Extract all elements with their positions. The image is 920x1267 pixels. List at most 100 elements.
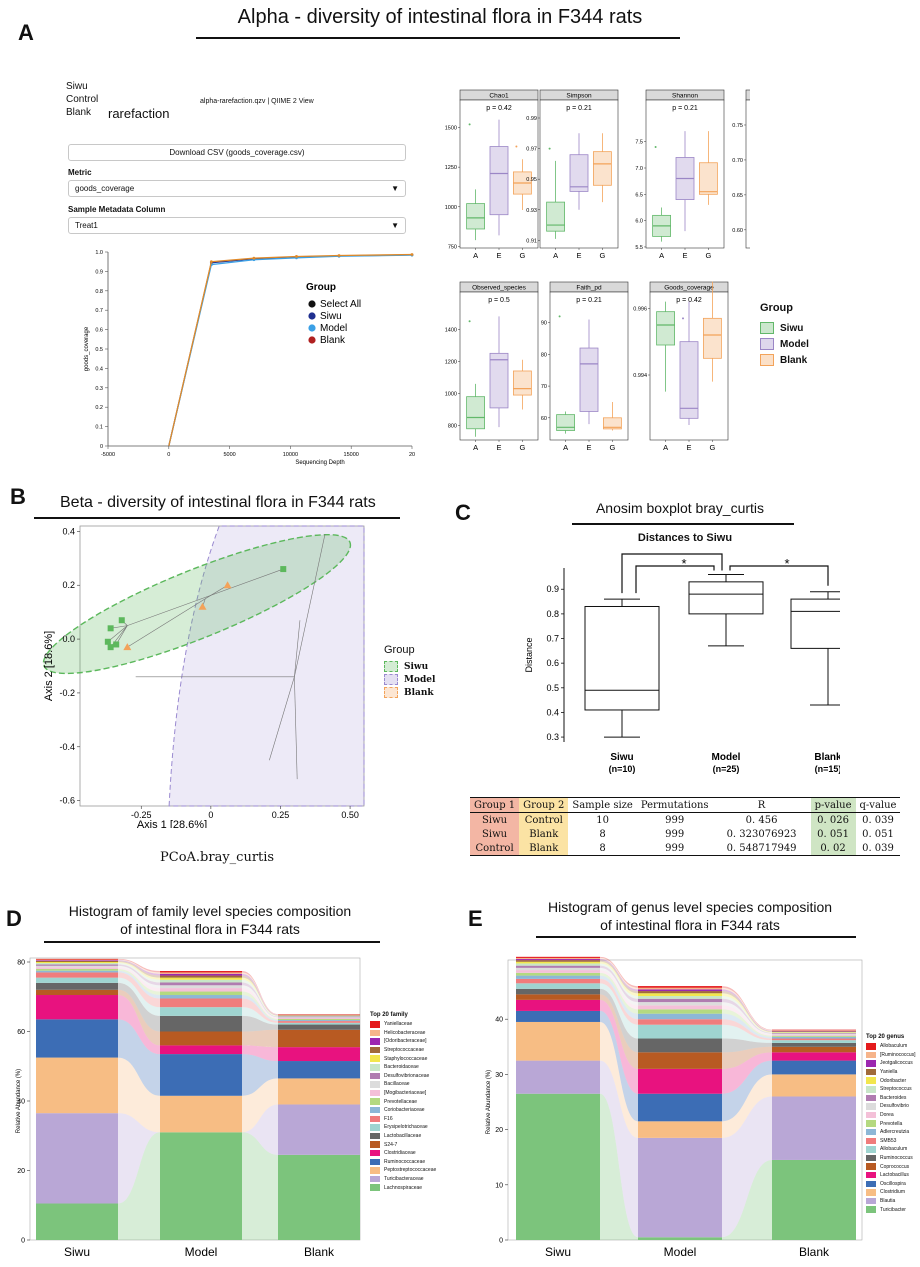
stack-segment: [160, 982, 242, 986]
flow-band: [242, 991, 278, 1021]
facet-p-value: p = 0.42: [676, 297, 702, 304]
flow-band: [600, 961, 638, 997]
panel-d-title-line1: Histogram of family level species compos…: [68, 903, 352, 919]
legend-item-blank: Blank: [384, 686, 435, 699]
y-tick-label: 0.91: [526, 238, 537, 244]
legend-item: Erysipelotrichaceae: [370, 1123, 436, 1132]
flow-band: [600, 965, 638, 1003]
box-body: [489, 352, 509, 409]
panel-e-title-rule: [536, 936, 856, 938]
table-cell: 999: [665, 828, 685, 840]
x-tick-label: A: [563, 443, 568, 452]
stack-segment: [638, 987, 722, 990]
legend-item-model: Model: [384, 673, 435, 686]
y-axis-title: goods_coverage: [84, 326, 90, 371]
facet-p-value: p = 0.5: [488, 297, 510, 304]
legend-item: Streptococcaceae: [370, 1046, 436, 1055]
y-tick-label: 750: [448, 244, 457, 250]
stack-segment: [772, 1042, 856, 1047]
stack-segment: [516, 978, 600, 984]
legend-swatch: [370, 1098, 380, 1105]
box-body: [592, 151, 612, 186]
flow-band: [118, 962, 160, 980]
flow-band: [118, 964, 160, 986]
flow-band: [242, 1078, 278, 1133]
outlier-point: [515, 145, 518, 148]
legend-dot: [308, 312, 316, 320]
y-tick-label: 7.0: [635, 166, 643, 172]
legend-swatch: [370, 1158, 380, 1166]
panel-a-title: Alpha - diversity of intestinal flora in…: [237, 6, 643, 28]
blank-point: [123, 643, 132, 651]
y-tick-label: 5.5: [635, 245, 643, 251]
legend-swatch: [760, 338, 774, 350]
family-composition-chart: 0 20 40 60 80 Relative Abundance (%) Siwu Model…: [16, 957, 361, 1259]
y-tick-label: 0.994: [633, 373, 647, 379]
flow-band: [600, 956, 638, 988]
flow-band: [722, 1024, 772, 1043]
stack-segment: [278, 1047, 360, 1062]
y-tick-label: 0.7: [95, 308, 103, 314]
facet-title: Shannon: [672, 93, 698, 100]
stack-segment: [36, 959, 118, 961]
flow-band: [600, 1010, 638, 1122]
x-tick-label: G: [705, 251, 711, 260]
legend-swatch: [370, 1038, 380, 1045]
flow-band: [118, 1132, 160, 1240]
panel-e-label: E: [468, 906, 483, 931]
metric-select[interactable]: goods_coverage ▼: [68, 180, 406, 197]
table-cell: Control: [519, 812, 569, 827]
metadata-column-select[interactable]: Treat1 ▼: [68, 217, 406, 234]
x-category-label: Model: [664, 1245, 697, 1259]
legend-item: Dorea: [866, 1111, 916, 1120]
sig-bracket: [729, 565, 829, 586]
series-line-blank: [168, 253, 413, 447]
y-tick-label: 0.9: [95, 269, 103, 275]
legend-item: F16: [370, 1115, 436, 1124]
flow-band: [722, 1046, 772, 1069]
legend-item: [Mogibacteriaceae]: [370, 1089, 436, 1098]
x-tick-label: E: [586, 443, 591, 452]
legend-swatch: [866, 1154, 876, 1162]
flow-band: [242, 975, 278, 1016]
y-tick-label: 0.5: [95, 347, 103, 353]
legend-swatch: [370, 1064, 380, 1071]
stack-segment: [160, 1015, 242, 1032]
legend-label: [Odoribacteraceae]: [384, 1038, 427, 1045]
legend-item: Bacteroidaceae: [370, 1063, 436, 1072]
x-category-label: Blank: [304, 1245, 335, 1259]
spider-line: [127, 568, 284, 626]
series-line-model: [168, 254, 413, 447]
y-tick-label: 1000: [445, 391, 457, 397]
legend-swatch: [866, 1180, 876, 1188]
stack-segment: [772, 1060, 856, 1075]
legend-swatch: [866, 1137, 876, 1145]
y-tick-label: 10: [495, 1182, 503, 1189]
y-tick-label: 0.5: [546, 683, 559, 693]
flow-band: [722, 1159, 772, 1240]
download-csv-button[interactable]: Download CSV (goods_coverage.csv): [68, 144, 406, 161]
legend-swatch: [866, 1077, 876, 1084]
flow-band: [722, 998, 772, 1034]
legend-item: Adlercreutzia: [866, 1128, 916, 1137]
stack-segment: [516, 975, 600, 979]
stack-segment: [516, 999, 600, 1011]
y-axis-title: Relative Abundance (%): [16, 1069, 22, 1133]
legend-label: Peptostreptococcaceae: [384, 1167, 437, 1174]
legend-label: Allobaculum: [880, 1043, 908, 1050]
table-cell: Siwu: [470, 827, 520, 841]
flow-band: [722, 1052, 772, 1094]
series-point: [252, 256, 256, 260]
table-cell: 0. 051: [862, 828, 894, 840]
legend-item: [Odoribacteraceae]: [370, 1037, 436, 1046]
table-cell: 0. 548717949: [726, 842, 797, 854]
box-body: [579, 347, 599, 412]
stack-segment: [36, 964, 118, 966]
stack-segment: [516, 967, 600, 971]
genus-composition-chart: 0 10 20 30 40 Relative Abundance (%) Siwu Model…: [486, 956, 863, 1259]
panel-c-title: Anosim boxplot bray_curtis: [595, 500, 765, 516]
category-count: (n=15): [815, 764, 840, 774]
y-tick-label: 0.9: [546, 584, 559, 594]
outlier-point: [654, 145, 657, 148]
y-tick-label: 80: [17, 960, 25, 967]
